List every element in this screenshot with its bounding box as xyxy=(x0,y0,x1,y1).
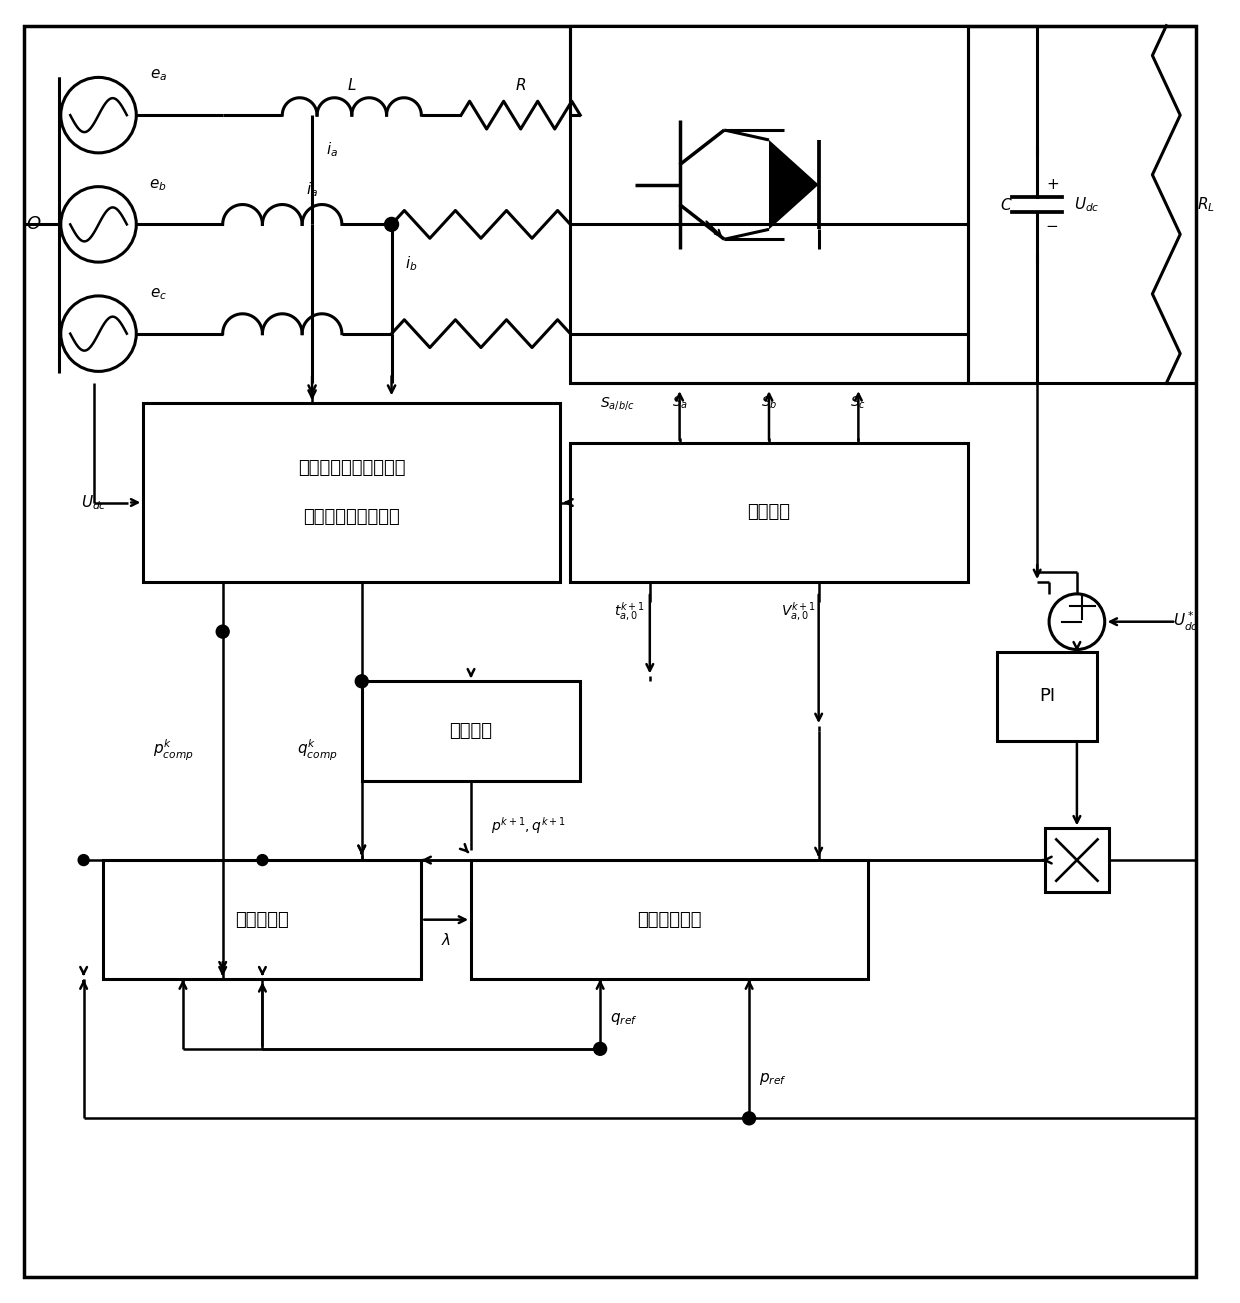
Text: 瞬时功率计算、网侧电: 瞬时功率计算、网侧电 xyxy=(298,459,405,477)
Circle shape xyxy=(61,77,136,152)
Text: $R$: $R$ xyxy=(515,77,526,94)
Text: $R_L$: $R_L$ xyxy=(1197,195,1215,214)
Text: $L$: $L$ xyxy=(347,77,357,94)
Text: $S_b$: $S_b$ xyxy=(760,395,777,412)
Text: $U_{dc}$: $U_{dc}$ xyxy=(81,493,107,512)
Text: $e_c$: $e_c$ xyxy=(150,287,166,302)
Text: $\lambda$: $\lambda$ xyxy=(441,932,451,947)
Text: $O$: $O$ xyxy=(26,215,42,233)
Circle shape xyxy=(743,1111,755,1124)
Circle shape xyxy=(61,296,136,371)
Bar xyxy=(570,26,967,383)
Circle shape xyxy=(1049,594,1105,649)
Text: $t^{k+1}_{a,0}$: $t^{k+1}_{a,0}$ xyxy=(614,601,646,623)
Bar xyxy=(1045,829,1109,891)
Circle shape xyxy=(78,855,89,865)
Text: 脉宽调制: 脉宽调制 xyxy=(748,503,790,521)
Text: $S_a$: $S_a$ xyxy=(672,395,688,412)
Text: $q_{ref}$: $q_{ref}$ xyxy=(610,1011,637,1027)
Bar xyxy=(362,681,580,780)
Circle shape xyxy=(216,625,229,638)
Text: $C$: $C$ xyxy=(999,197,1012,212)
Polygon shape xyxy=(769,139,818,229)
Text: PI: PI xyxy=(1039,687,1055,705)
Text: $U^*_{dc}$: $U^*_{dc}$ xyxy=(1173,610,1199,633)
Text: 目标函数最优: 目标函数最优 xyxy=(637,911,702,929)
Text: $S_{a/b/c}$: $S_{a/b/c}$ xyxy=(600,395,635,412)
Bar xyxy=(997,652,1096,741)
Circle shape xyxy=(384,218,398,232)
Text: $q^k_{comp}$: $q^k_{comp}$ xyxy=(296,739,337,764)
Bar xyxy=(570,443,967,582)
Text: $e_a$: $e_a$ xyxy=(150,68,166,83)
Circle shape xyxy=(594,1042,606,1055)
Circle shape xyxy=(257,855,268,865)
Text: $i_a$: $i_a$ xyxy=(326,141,339,159)
Text: $S_c$: $S_c$ xyxy=(851,395,867,412)
Text: 模糊控制器: 模糊控制器 xyxy=(236,911,289,929)
Bar xyxy=(144,403,560,582)
Text: $e_b$: $e_b$ xyxy=(149,177,167,193)
Circle shape xyxy=(356,675,368,688)
Circle shape xyxy=(61,186,136,262)
Text: $-$: $-$ xyxy=(1045,216,1059,232)
Text: $p_{ref}$: $p_{ref}$ xyxy=(759,1071,787,1087)
Bar xyxy=(103,860,422,980)
Text: $p^k_{comp}$: $p^k_{comp}$ xyxy=(153,739,193,764)
Text: $V^{k+1}_{a,0}$: $V^{k+1}_{a,0}$ xyxy=(781,601,816,623)
Text: $i_b$: $i_b$ xyxy=(405,255,418,274)
Text: $+$: $+$ xyxy=(1045,177,1059,192)
Text: 压估算以及功率补偿: 压估算以及功率补偿 xyxy=(304,508,401,526)
Text: $p^{k+1},q^{k+1}$: $p^{k+1},q^{k+1}$ xyxy=(491,814,565,835)
Text: $i_a$: $i_a$ xyxy=(306,180,319,199)
Text: $U_{dc}$: $U_{dc}$ xyxy=(1074,195,1100,214)
Text: 功率预测: 功率预测 xyxy=(450,722,492,740)
Bar xyxy=(471,860,868,980)
